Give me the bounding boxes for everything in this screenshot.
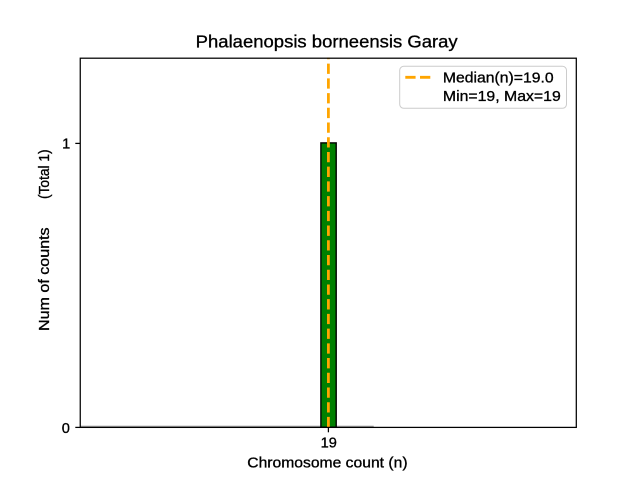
svg-text:Phalaenopsis borneensis Garay: Phalaenopsis borneensis Garay: [196, 32, 458, 52]
svg-text:0: 0: [62, 421, 70, 437]
svg-text:1: 1: [62, 137, 70, 153]
svg-text:(Total 1): (Total 1): [37, 149, 53, 199]
svg-text:Num of counts: Num of counts: [37, 227, 53, 331]
svg-text:19: 19: [321, 436, 337, 452]
svg-text:Min=19, Max=19: Min=19, Max=19: [443, 89, 561, 105]
svg-text:Chromosome count (n): Chromosome count (n): [247, 455, 407, 471]
svg-text:Median(n)=19.0: Median(n)=19.0: [443, 70, 554, 86]
